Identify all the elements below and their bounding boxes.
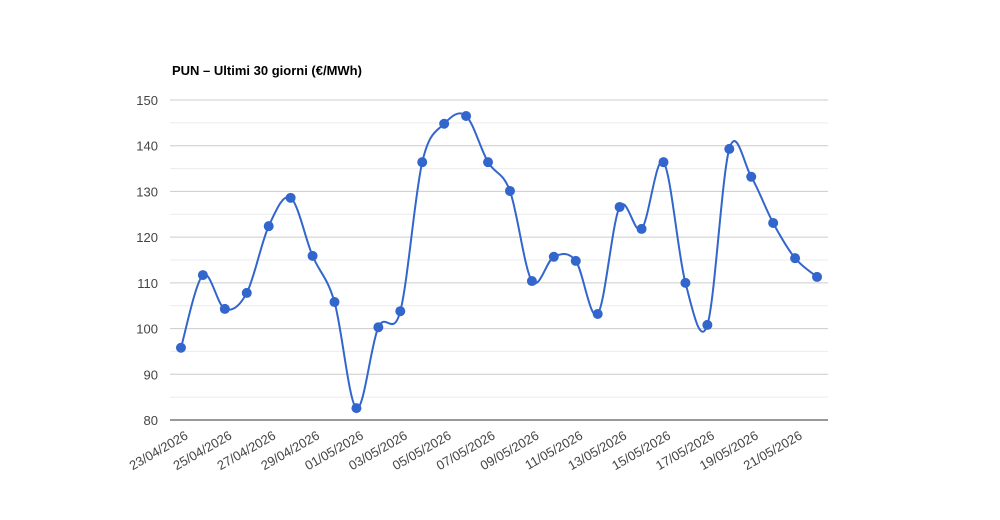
data-point	[351, 403, 362, 414]
data-point	[790, 253, 801, 264]
data-point	[636, 223, 647, 234]
data-point	[592, 308, 603, 319]
data-point	[197, 270, 208, 281]
data-point	[263, 221, 274, 232]
data-point	[461, 111, 472, 121]
data-point	[329, 297, 340, 308]
data-point	[746, 171, 757, 182]
y-tick-label: 110	[137, 276, 158, 291]
data-point	[724, 143, 735, 154]
data-point	[175, 342, 186, 353]
data-point	[417, 157, 428, 168]
data-point	[614, 201, 625, 212]
y-tick-label: 130	[136, 184, 158, 199]
data-point	[395, 306, 406, 317]
y-tick-label: 120	[136, 230, 158, 245]
data-point	[439, 118, 450, 129]
data-point	[219, 303, 230, 314]
data-point	[285, 192, 296, 203]
y-tick-label: 150	[136, 93, 158, 108]
data-point	[504, 185, 515, 196]
data-point	[812, 271, 823, 282]
data-point	[658, 157, 669, 168]
data-point	[483, 157, 494, 168]
y-tick-label: 100	[136, 322, 158, 337]
data-point	[702, 319, 713, 330]
data-point	[548, 251, 559, 262]
y-tick-label: 90	[144, 367, 158, 382]
data-point	[768, 217, 779, 228]
data-point	[570, 255, 581, 266]
data-point	[680, 277, 691, 288]
series-line	[180, 112, 818, 410]
y-tick-label: 80	[144, 413, 158, 428]
y-tick-label: 140	[136, 139, 158, 154]
data-point	[241, 287, 252, 298]
data-point	[373, 322, 384, 333]
data-point	[526, 276, 537, 287]
chart-title: PUN – Ultimi 30 giorni (€/MWh)	[172, 63, 362, 78]
data-point	[307, 250, 318, 261]
